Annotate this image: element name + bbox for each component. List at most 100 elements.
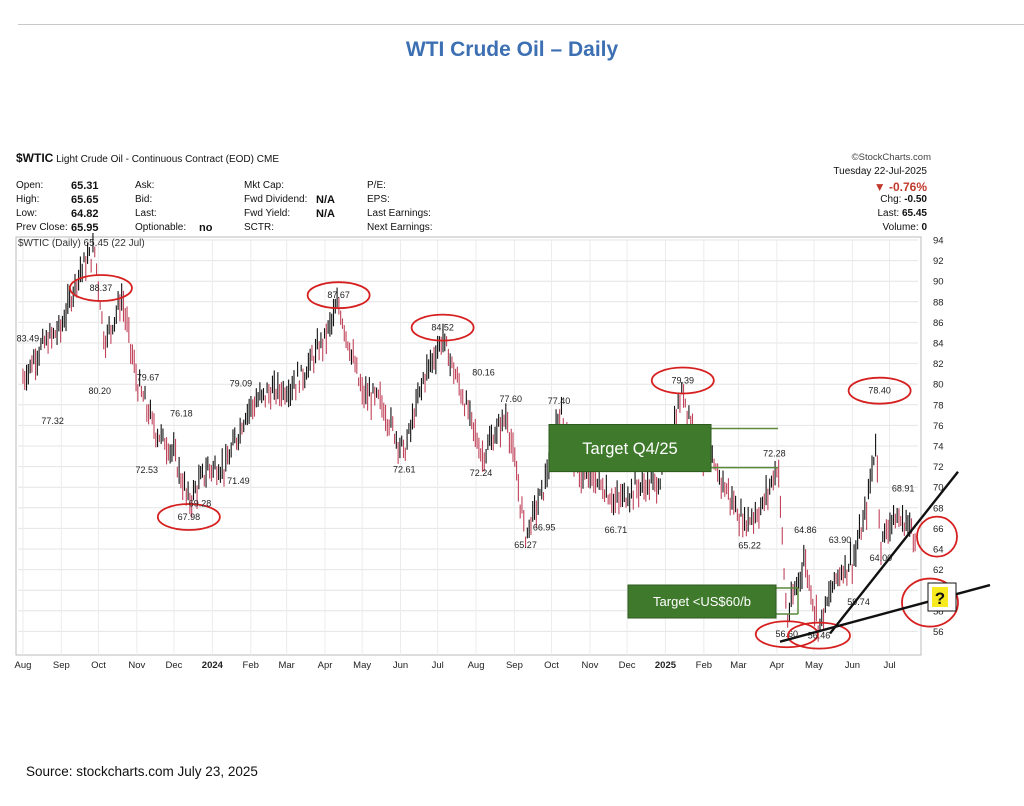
quote-value: 65.95 <box>71 222 99 234</box>
highlight-circle <box>410 313 475 342</box>
price-label: 56.46 <box>808 631 831 641</box>
x-tick-label: Nov <box>128 660 145 671</box>
y-tick-label: 64 <box>933 545 944 556</box>
instrument-name: Light Crude Oil - Continuous Contract (E… <box>56 154 254 165</box>
quote-label: Prev Close: <box>16 222 68 233</box>
quote-value: 65.45 <box>901 208 927 219</box>
price-label: 76.18 <box>170 409 193 419</box>
price-label: 88.37 <box>90 283 113 293</box>
chart-date: Tuesday 22-Jul-2025 <box>833 166 927 177</box>
target-box-label: Target Q4/25 <box>582 440 677 458</box>
target-zone-circle <box>901 577 959 628</box>
x-tick-label: Jul <box>432 660 444 671</box>
price-label: 65.27 <box>514 540 537 550</box>
price-label: 72.61 <box>393 464 416 474</box>
chart-symbol-line: $WTIC Light Crude Oil - Continuous Contr… <box>16 151 279 165</box>
brand-label: ©StockCharts.com <box>851 152 931 163</box>
price-label: 71.49 <box>227 476 250 486</box>
y-tick-label: 88 <box>933 297 944 308</box>
highlight-circle <box>847 376 912 405</box>
quote-label: Fwd Yield: <box>244 208 291 219</box>
quote-field: Chg: -0.50 <box>880 194 927 205</box>
quote-value: 65.31 <box>71 180 99 192</box>
x-tick-label: Mar <box>730 660 746 671</box>
quote-value: no <box>199 222 213 234</box>
quote-value: N/A <box>316 208 335 220</box>
x-tick-label: Jun <box>845 660 860 671</box>
quote-label: Last: <box>877 208 902 219</box>
x-tick-label: 2025 <box>655 660 677 671</box>
quote-label: Low: <box>16 208 38 219</box>
x-tick-label: Apr <box>769 660 784 671</box>
price-label: 83.49 <box>17 333 40 343</box>
quote-label: Next Earnings: <box>367 222 433 233</box>
quote-label: Volume: <box>882 222 922 233</box>
price-label: 68.91 <box>892 483 915 493</box>
x-tick-label: Aug <box>468 660 485 671</box>
price-label: 77.32 <box>41 416 64 426</box>
page-title: WTI Crude Oil – Daily <box>405 38 619 61</box>
y-tick-label: 94 <box>933 236 944 247</box>
y-tick-label: 56 <box>933 627 944 638</box>
x-tick-label: 2024 <box>202 660 224 671</box>
price-label: 65.22 <box>738 540 761 550</box>
quote-field: Last: 65.45 <box>878 208 928 219</box>
quote-label: Last Earnings: <box>367 208 431 219</box>
y-tick-label: 72 <box>933 462 944 473</box>
price-label: 56.60 <box>776 629 799 639</box>
annotations: 83.49 77.32 88.37 80.20 79.67 72.53 76.18 67.98… <box>17 274 991 650</box>
price-label: 84.52 <box>431 323 454 333</box>
quote-label: EPS: <box>367 194 390 205</box>
quote-value: -0.50 <box>904 194 927 205</box>
y-tick-label: 78 <box>933 400 944 411</box>
price-label: 80.20 <box>88 386 111 396</box>
highlight-circle <box>787 621 851 650</box>
quote-label: P/E: <box>367 180 386 191</box>
price-label: 67.98 <box>178 512 201 522</box>
highlight-circle <box>754 620 819 649</box>
price-label: 79.67 <box>137 373 160 383</box>
y-tick-label: 66 <box>933 524 944 535</box>
x-tick-label: Mar <box>278 660 294 671</box>
target-box-label: Target <US$60/b <box>653 594 751 609</box>
x-tick-label: Sep <box>53 660 70 671</box>
price-label: 77.40 <box>548 396 571 406</box>
price-label: 72.24 <box>470 468 493 478</box>
price-label: 72.28 <box>763 449 786 459</box>
x-tick-label: Jul <box>883 660 895 671</box>
y-tick-label: 62 <box>933 565 944 576</box>
current-price-circle <box>916 515 958 558</box>
price-label: 66.95 <box>533 523 556 533</box>
price-label: 63.90 <box>829 535 852 545</box>
quote-label: Optionable: <box>135 222 187 233</box>
quote-label: Mkt Cap: <box>244 180 285 191</box>
y-tick-label: 58 <box>933 606 944 617</box>
y-tick-label: 80 <box>933 380 944 391</box>
y-tick-label: 92 <box>933 256 944 267</box>
quote-label: High: <box>16 194 40 205</box>
x-tick-label: Feb <box>696 660 712 671</box>
chart-legend: $WTIC (Daily) 65.45 (22 Jul) <box>18 238 145 249</box>
exchange: CME <box>256 154 279 165</box>
price-label: 69.28 <box>189 499 212 509</box>
y-tick-label: 68 <box>933 503 944 514</box>
x-tick-label: May <box>805 660 823 671</box>
x-tick-label: Apr <box>318 660 333 671</box>
quote-value: 0 <box>921 222 927 233</box>
price-label: 72.53 <box>135 465 158 475</box>
price-label: 78.40 <box>868 386 891 396</box>
quote-label: Open: <box>16 180 44 191</box>
price-label: 80.16 <box>472 368 495 378</box>
highlight-circle <box>306 281 371 310</box>
source-note: Source: stockcharts.com July 23, 2025 <box>26 764 258 779</box>
target-box <box>627 584 777 619</box>
quote-value: 64.82 <box>71 208 99 220</box>
y-tick-label: 84 <box>933 339 944 350</box>
y-tick-label: 70 <box>933 483 944 494</box>
y-tick-label: 82 <box>933 359 944 370</box>
price-label: 77.60 <box>499 394 522 404</box>
price-label: 79.09 <box>230 379 253 389</box>
top-divider <box>18 24 1024 25</box>
x-tick-label: Dec <box>619 660 636 671</box>
